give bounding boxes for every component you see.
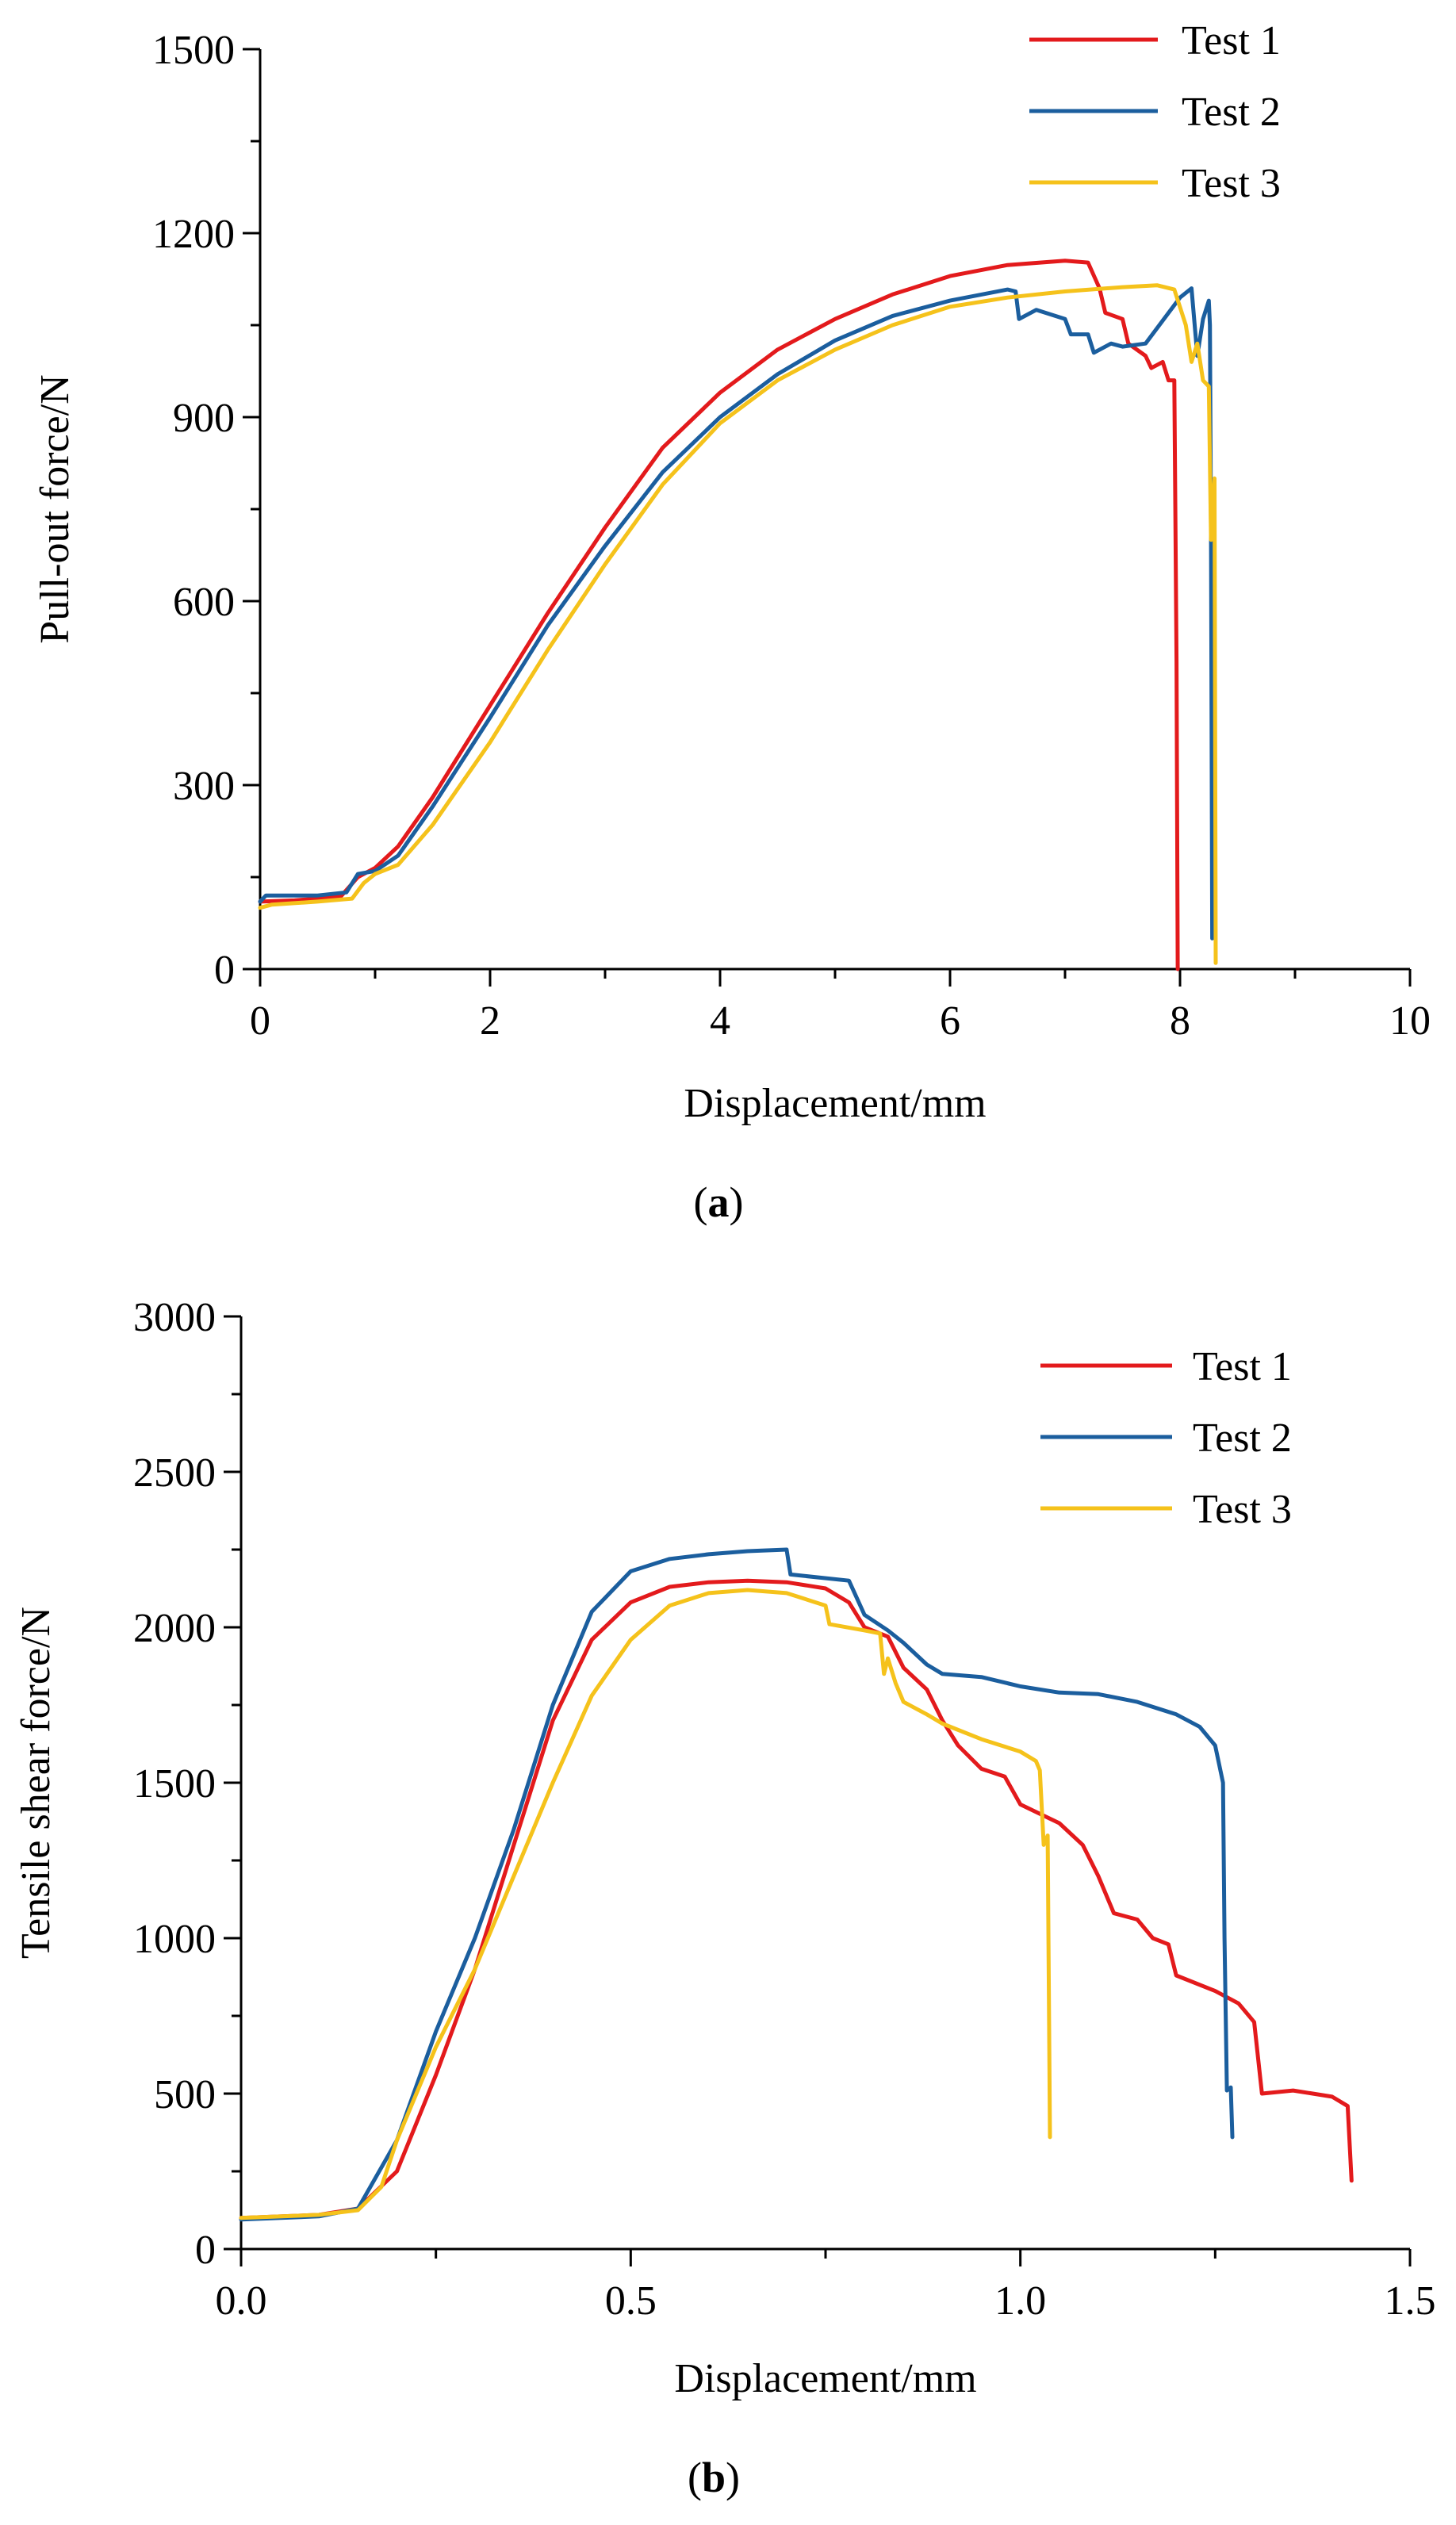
legend-label-test-1: Test 1 <box>1182 18 1281 63</box>
chart-panel-b: 0.0 0.5 1.0 1.5 0 500 1000 1500 2000 2500 3000 Disp… <box>13 1295 1436 2501</box>
x-tick-label: 0 <box>250 998 270 1044</box>
legend-label-test-2: Test 2 <box>1182 90 1281 135</box>
y-tick-label: 600 <box>173 580 235 625</box>
series-line-test-3 <box>258 283 1218 965</box>
y-tick-label: 1000 <box>133 1917 216 1962</box>
legend-label-test-1: Test 1 <box>1193 1344 1292 1389</box>
x-tick-label: 4 <box>710 998 730 1044</box>
y-tick-label: 900 <box>173 396 235 441</box>
y-tick-label: 500 <box>154 2072 216 2117</box>
series-line-test-2 <box>258 286 1215 941</box>
series-line-test-3 <box>239 1588 1052 2220</box>
legend-label-test-3: Test 3 <box>1182 161 1281 206</box>
legend-label-test-2: Test 2 <box>1193 1416 1292 1461</box>
x-tick-label: 1.5 <box>1385 2278 1436 2324</box>
y-tick-label: 0 <box>214 948 235 993</box>
y-tick-label: 3000 <box>133 1295 216 1340</box>
x-tick-label: 8 <box>1170 998 1190 1044</box>
series-line-test-2 <box>239 1547 1235 2222</box>
y-axis-title: Tensile shear force/N <box>13 1607 59 1959</box>
y-tick-label: 1500 <box>152 28 235 73</box>
series-line-test-1 <box>239 1578 1354 2220</box>
x-axis-title: Displacement/mm <box>674 2356 976 2401</box>
x-tick-label: 1.0 <box>994 2278 1046 2324</box>
x-tick-label: 10 <box>1389 998 1431 1044</box>
y-tick-label: 2000 <box>133 1606 216 1651</box>
panel-caption: (b) <box>688 2454 740 2501</box>
panel-caption: (a) <box>694 1178 744 1226</box>
x-axis-title: Displacement/mm <box>684 1081 986 1126</box>
y-tick-label: 300 <box>173 764 235 809</box>
y-axis-title: Pull-out force/N <box>33 374 78 643</box>
x-tick-label: 0.5 <box>605 2278 657 2324</box>
x-tick-label: 6 <box>940 998 960 1044</box>
y-tick-label: 2500 <box>133 1450 216 1496</box>
y-tick-label: 0 <box>195 2228 216 2273</box>
x-tick-label: 2 <box>480 998 500 1044</box>
x-tick-label: 0.0 <box>216 2278 267 2324</box>
legend-label-test-3: Test 3 <box>1193 1487 1292 1532</box>
series-line-test-1 <box>258 259 1180 971</box>
chart-panel-a: 0 2 4 6 8 10 0 300 600 900 1200 1500 Displacement/mm… <box>33 18 1431 1226</box>
y-tick-label: 1500 <box>133 1761 216 1807</box>
y-tick-label: 1200 <box>152 212 235 257</box>
